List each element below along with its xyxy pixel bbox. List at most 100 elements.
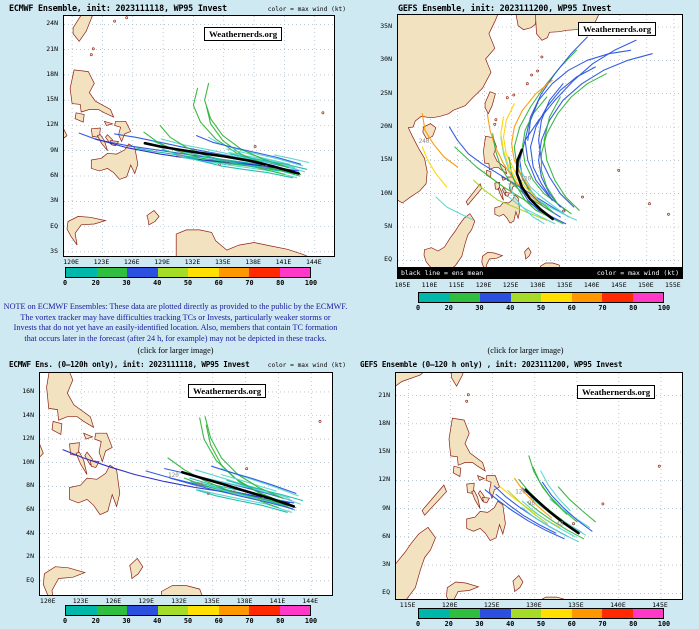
land-mindoro [452, 465, 462, 478]
islet [245, 467, 249, 471]
colorbar-segment [96, 606, 127, 615]
land-samar_leyte [114, 120, 132, 143]
lat-label: 5N [384, 222, 392, 230]
lon-label: 126E [123, 258, 140, 266]
colorbar-tick-label: 70 [245, 279, 254, 287]
ensemble-track [500, 116, 518, 181]
islet [530, 73, 534, 77]
panel-gefs-ensemble-full: GEFS Ensemble, init: 2023111200, WP95 In… [352, 1, 699, 357]
land-taiwan [72, 16, 93, 42]
lat-label: 25N [380, 88, 392, 97]
colorbar [65, 267, 311, 278]
islet [536, 69, 540, 73]
lat-label: 6N [26, 504, 34, 513]
panel-header: ECMWF Ensemble, init: 2023111118, WP95 I… [9, 3, 346, 13]
islet [562, 209, 565, 213]
colorbar-segment [541, 609, 572, 618]
islet [617, 168, 621, 172]
gefs-ensemble-map[interactable]: 120 240 Weathernerds.org [397, 14, 683, 268]
gefs-ensemble-120h-map[interactable]: 48 96 120 Weathernerds.org [395, 372, 683, 600]
ensemble-mean-track [515, 148, 554, 221]
panel-header: GEFS Ensemble, init: 2023111200, WP95 In… [398, 3, 695, 13]
land-halmahera [129, 557, 144, 580]
colorbar-segment [541, 293, 572, 302]
enlarge-link-right[interactable]: (click for larger image) [487, 346, 564, 355]
colorbar [418, 608, 664, 619]
colorbar-tick-label: 100 [304, 617, 318, 625]
lat-label: 12N [46, 120, 58, 129]
track-map-canvas: 48 72 96 120 [40, 373, 332, 595]
land-halmahera [524, 247, 532, 260]
ensemble-track [473, 179, 548, 221]
colorbar-labels: 0 20 30 40 50 60 70 80 100 [62, 279, 317, 288]
lat-label: 3S [50, 246, 58, 255]
enlarge-link-left[interactable]: (click for larger image) [137, 346, 214, 356]
ensemble-track [435, 196, 475, 221]
wind-scale-label: color = max wind (kt) [267, 6, 346, 13]
ecmwf-note: NOTE on ECMWF Ensembles: These data are … [0, 302, 351, 357]
wind-colorbar: 0 20 30 40 50 60 70 80 100 [62, 267, 317, 288]
land-masbate [83, 432, 94, 440]
colorbar-tick-label: 30 [122, 279, 131, 287]
colorbar-segment [188, 606, 219, 615]
colorbar-segment [419, 609, 450, 618]
ensemble-track [200, 153, 279, 172]
land-negros [96, 134, 108, 151]
ensemble-track [508, 196, 556, 225]
islet [525, 82, 529, 86]
lat-label: 10N [380, 188, 392, 197]
note-line: NOTE on ECMWF Ensembles: These data are … [3, 302, 348, 311]
colorbar-tick-label: 60 [567, 620, 576, 628]
forecast-hour-label: 96 [528, 500, 536, 507]
lon-label: 129E [154, 258, 170, 266]
islet [89, 53, 93, 57]
islet [318, 420, 322, 423]
colorbar-segment [96, 268, 127, 277]
lon-label: 150E [638, 281, 654, 289]
weathernerds-logo: Weathernerds.org [577, 385, 656, 399]
lat-label: 9N [50, 145, 58, 154]
islet [466, 393, 470, 397]
ensemble-track [528, 455, 568, 515]
lon-label: 141E [275, 258, 292, 266]
colorbar-tick-label: 50 [183, 279, 193, 287]
forecast-hour-label: 120 [168, 472, 179, 479]
colorbar-tick-label: 40 [506, 620, 515, 628]
ecmwf-ensemble-120h-map[interactable]: 48 72 96 120 Weathernerds.org [39, 372, 333, 596]
land-mindanao [69, 464, 121, 516]
colorbar-tick-label: 0 [62, 617, 68, 625]
islet [253, 145, 257, 148]
forecast-hour-label: 48 [556, 521, 564, 528]
colorbar-segment [571, 293, 602, 302]
colorbar-tick-label: 30 [122, 617, 131, 625]
forecast-hour-label: 120 [520, 175, 531, 182]
colorbar-tick-label: 40 [153, 617, 162, 625]
land-sulawesi [66, 216, 107, 246]
land-sulawesi [42, 566, 86, 595]
ecmwf-ensemble-map[interactable]: 48 72 96 Weathernerds.org [63, 15, 335, 257]
ensemble-track [524, 36, 588, 211]
lon-label: 125E [483, 601, 500, 609]
lat-label: 21N [46, 44, 58, 53]
colorbar-segment [571, 609, 602, 618]
land-hainan [422, 123, 437, 140]
islet [601, 502, 605, 506]
colorbar-tick-label: 0 [62, 279, 68, 287]
lat-label: 3N [382, 560, 390, 569]
colorbar-tick-label: 50 [536, 620, 546, 628]
lon-label: 120E [39, 597, 56, 605]
islet [512, 93, 516, 97]
lat-label: 35N [380, 22, 392, 30]
colorbar-tick-label: 60 [567, 304, 576, 312]
panel-header: GEFS Ensemble (0–120 h only) , init: 202… [360, 360, 695, 370]
islet [648, 202, 651, 206]
panel-title: GEFS Ensemble (0–120 h only) , init: 202… [360, 360, 623, 369]
land-palawan [465, 182, 483, 206]
ensemble-track [169, 477, 294, 510]
colorbar-tick-label: 20 [444, 620, 453, 628]
land-new_guinea [541, 596, 565, 599]
ensemble-track [519, 39, 637, 218]
panel-title: ECMWF Ens. (0–120h only), init: 20231111… [9, 360, 250, 369]
legend-strip: black line = ens mean color = max wind (… [397, 268, 683, 279]
land-negros [75, 451, 88, 475]
